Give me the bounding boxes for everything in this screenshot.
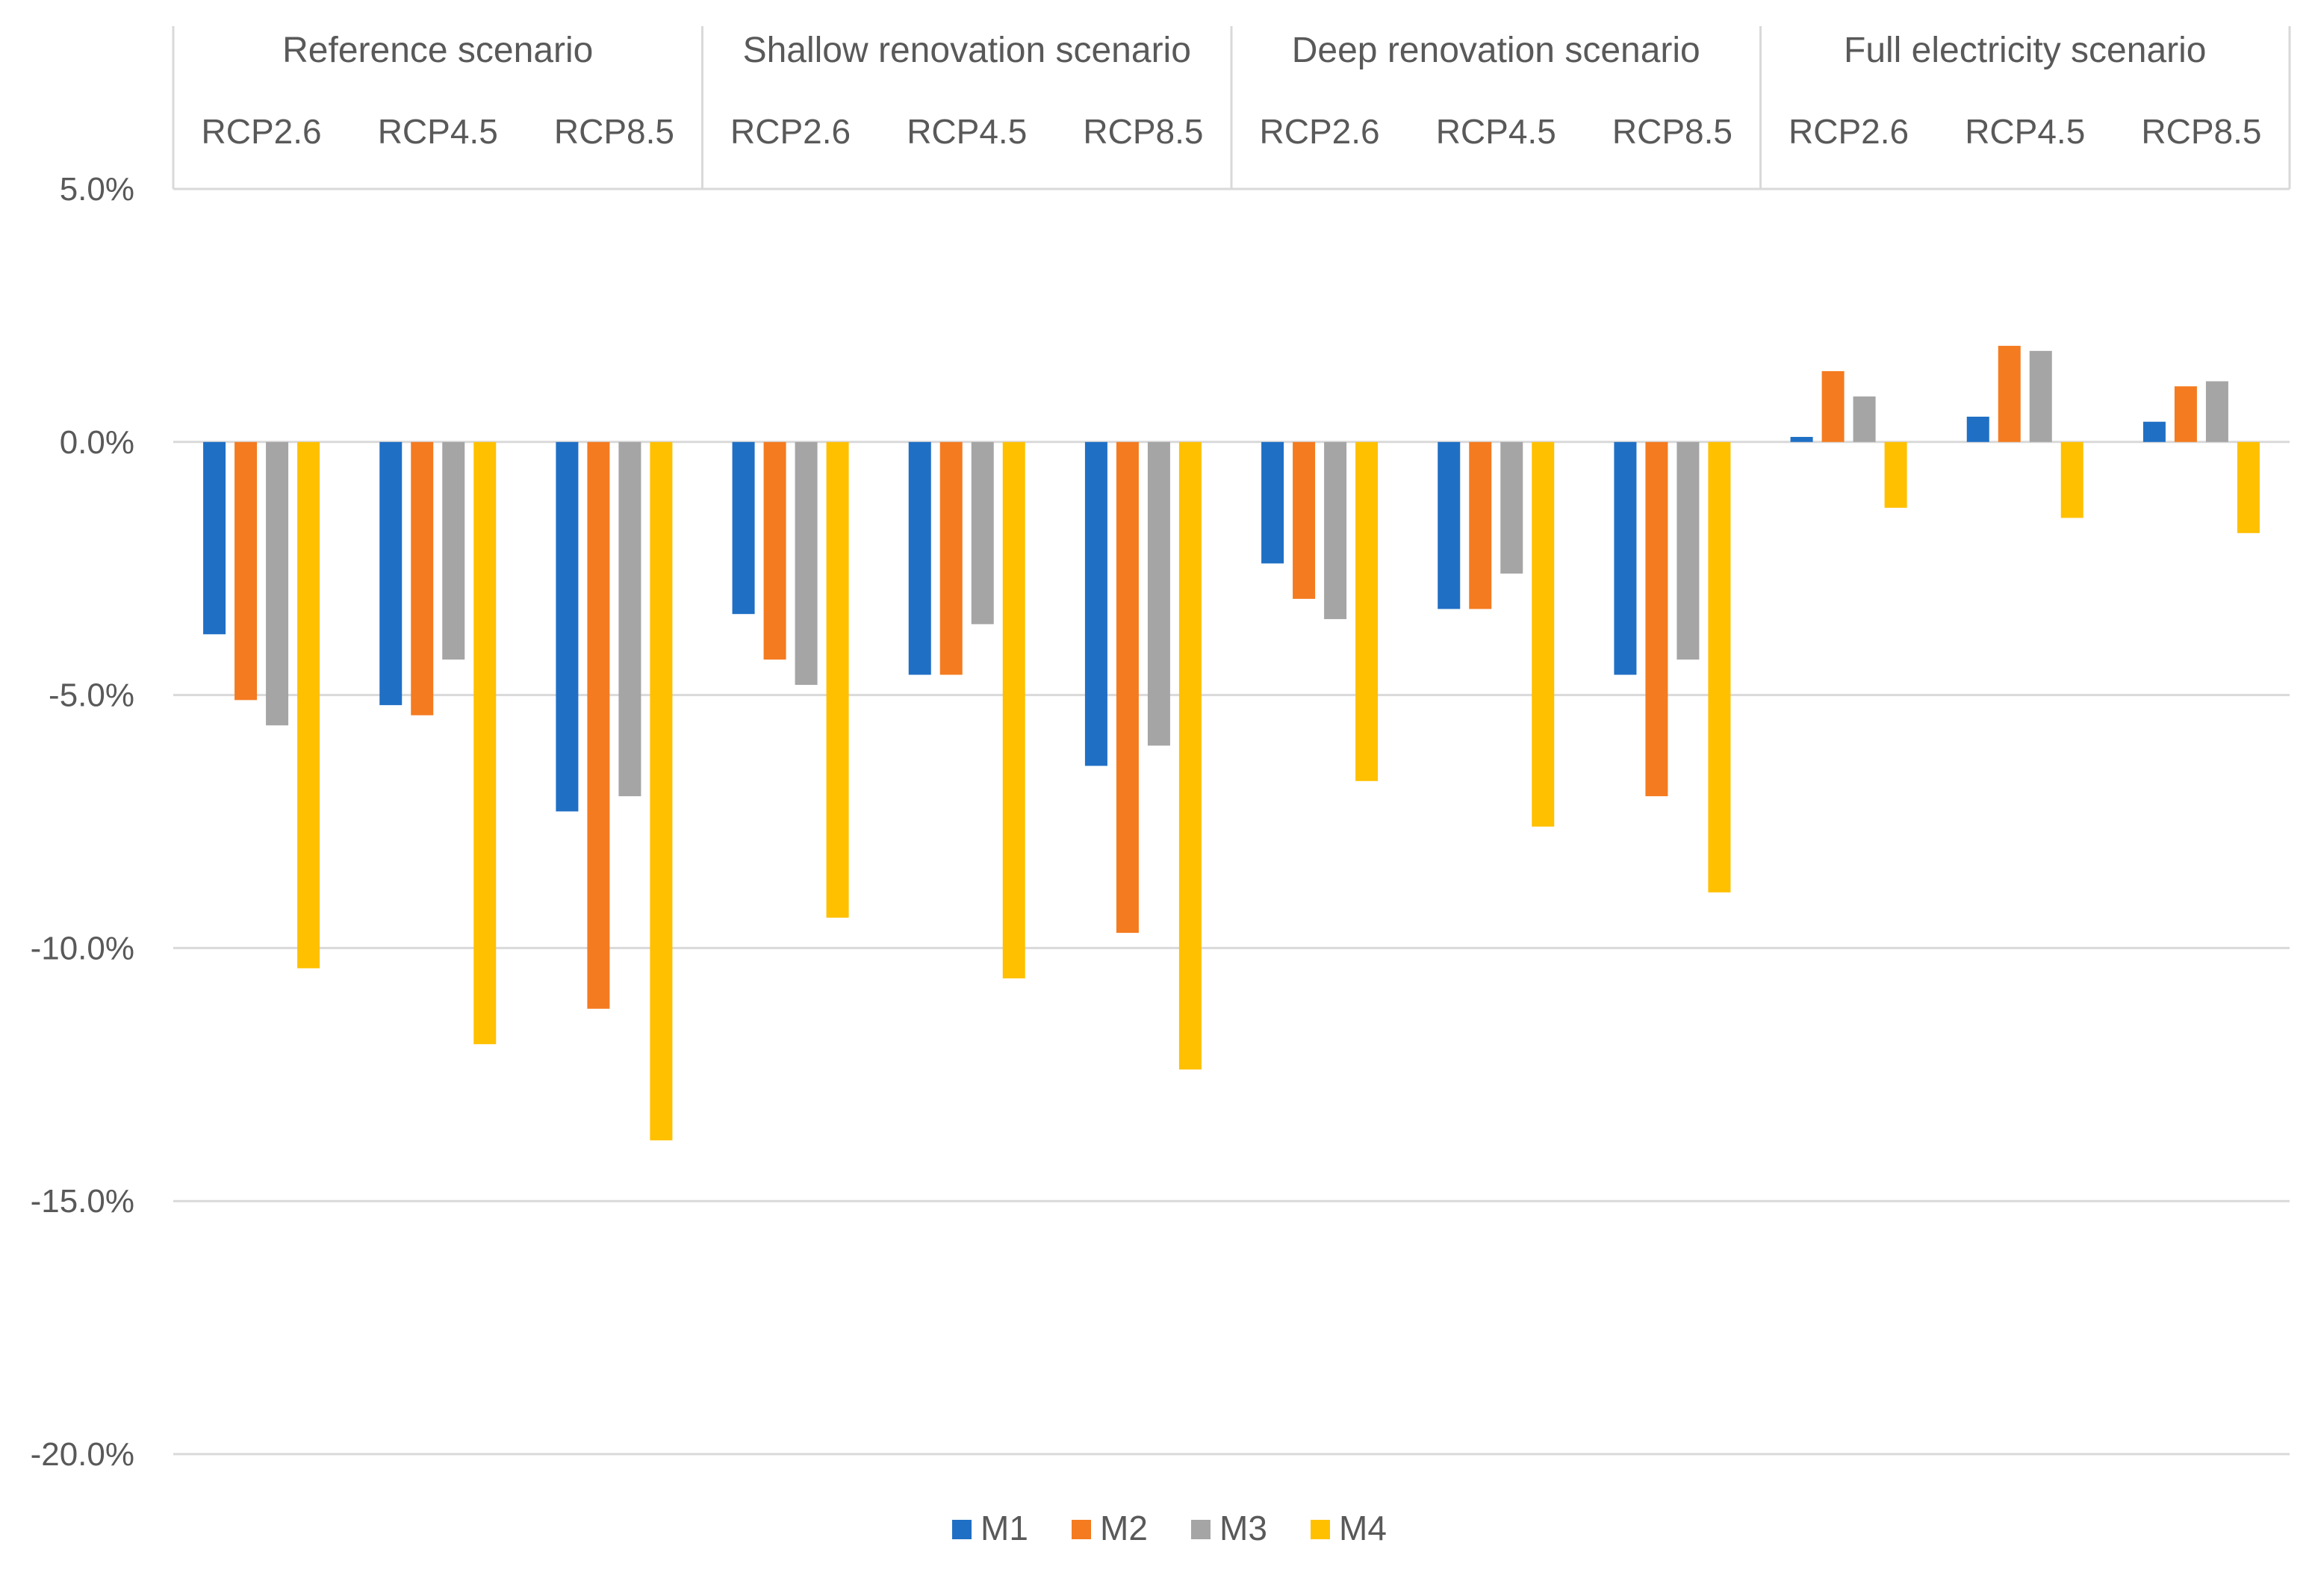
bar-m4: [2237, 441, 2260, 533]
bar-m4: [826, 441, 849, 918]
bar-m2: [1998, 346, 2021, 442]
legend-swatch: [1191, 1520, 1211, 1539]
bar-m1: [1438, 441, 1461, 609]
group-label: Deep renovation scenario: [1292, 31, 1700, 70]
bar-m3: [1500, 441, 1523, 574]
bar-m4: [1178, 441, 1202, 1070]
y-tick-label: -20.0%: [31, 1436, 134, 1473]
bar-m3: [2029, 350, 2052, 442]
bar-m2: [763, 441, 786, 660]
legend-label: M4: [1339, 1509, 1387, 1547]
gridlines: [173, 187, 2290, 1456]
bar-m2: [939, 441, 963, 675]
bar-m3: [2205, 381, 2228, 442]
bar-m1: [556, 441, 579, 812]
legend-swatch: [952, 1520, 972, 1539]
group-label: Reference scenario: [282, 31, 593, 70]
x-tick-label: RCP8.5: [1083, 112, 1203, 151]
bar-m1: [1614, 441, 1637, 675]
bar-m2: [1116, 441, 1139, 934]
bar-m4: [2060, 441, 2083, 518]
bar-m4: [1002, 441, 1025, 979]
bar-m2: [1821, 370, 1845, 442]
bar-m3: [1324, 441, 1347, 619]
y-tick-label: -15.0%: [31, 1183, 134, 1220]
bar-m1: [2142, 421, 2166, 442]
bar-m1: [379, 441, 403, 706]
bar-m2: [1469, 441, 1492, 609]
x-tick-label: RCP2.6: [202, 112, 322, 151]
bar-m2: [2174, 386, 2197, 442]
y-axis: 5.0% 0.0% -5.0% -10.0% -15.0% -20.0%: [31, 171, 134, 1473]
x-tick-label: RCP4.5: [1965, 112, 2085, 151]
x-tick-label: RCP8.5: [2141, 112, 2261, 151]
bar-m3: [266, 441, 289, 726]
bar-m4: [1884, 441, 1907, 508]
bar-m4: [1708, 441, 1731, 892]
y-tick-label: 0.0%: [60, 424, 134, 461]
bar-m3: [1147, 441, 1170, 746]
bar-m1: [908, 441, 931, 675]
bar-m4: [473, 441, 497, 1045]
bar-m1: [203, 441, 226, 635]
bar-m4: [1355, 441, 1379, 781]
bar-m2: [1293, 441, 1316, 599]
bar-m4: [297, 441, 320, 969]
y-tick-label: -10.0%: [31, 930, 134, 966]
bars: [203, 346, 2260, 1140]
x-tick-label: RCP4.5: [1436, 112, 1556, 151]
bar-m3: [618, 441, 641, 797]
bar-m2: [587, 441, 610, 1009]
bar-m1: [1261, 441, 1284, 564]
bar-m2: [1645, 441, 1668, 797]
x-tick-label: RCP4.5: [378, 112, 498, 151]
legend-label: M1: [981, 1509, 1028, 1547]
bar-m3: [442, 441, 465, 660]
y-tick-label: -5.0%: [49, 677, 134, 714]
legend-label: M3: [1219, 1509, 1267, 1547]
bar-m1: [732, 441, 755, 615]
bar-m2: [411, 441, 434, 715]
legend-swatch: [1072, 1520, 1091, 1539]
category-header: Reference scenario RCP2.6 RCP4.5 RCP8.5 Shal…: [172, 26, 2291, 189]
x-tick-label: RCP2.6: [730, 112, 851, 151]
bar-m3: [795, 441, 818, 686]
bar-m4: [650, 441, 673, 1140]
bar-m1: [1084, 441, 1107, 766]
bar-m3: [1853, 396, 1876, 442]
bar-m3: [971, 441, 994, 624]
bar-m3: [1676, 441, 1700, 660]
legend-label: M2: [1100, 1509, 1148, 1547]
bar-m2: [234, 441, 258, 701]
y-tick-label: 5.0%: [60, 171, 134, 208]
x-tick-label: RCP8.5: [554, 112, 674, 151]
bar-m1: [1790, 437, 1813, 442]
x-tick-label: RCP2.6: [1789, 112, 1909, 151]
group-label: Full electricity scenario: [1844, 31, 2206, 70]
legend-swatch: [1311, 1520, 1330, 1539]
legend: M1 M2 M3 M4: [952, 1509, 1387, 1547]
group-label: Shallow renovation scenario: [743, 31, 1191, 70]
bar-m1: [1966, 416, 1989, 442]
x-tick-label: RCP2.6: [1260, 112, 1380, 151]
bar-m4: [1532, 441, 1555, 827]
x-tick-label: RCP8.5: [1612, 112, 1733, 151]
x-tick-label: RCP4.5: [907, 112, 1027, 151]
